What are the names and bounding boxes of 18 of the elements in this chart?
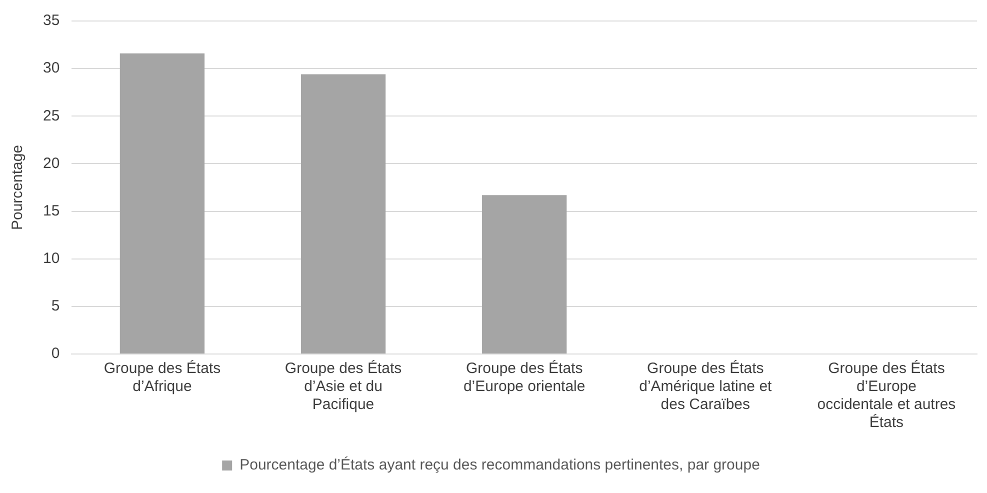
y-tick-label: 35: [42, 12, 60, 30]
y-tick-label: 0: [51, 345, 60, 362]
bar: [482, 195, 567, 354]
legend-label: Pourcentage d’États ayant reçu des recommandations pertinentes, par groupe: [240, 456, 760, 474]
y-axis-title: Pourcentage: [9, 144, 26, 230]
bar: [120, 53, 205, 354]
y-tick-label: 20: [42, 154, 60, 172]
x-tick-label: Groupe des États d’Europe orientale: [463, 359, 586, 396]
y-tick-label: 5: [51, 298, 60, 315]
x-tick-label: Groupe des États d’Europe occidentale et autres États: [817, 359, 956, 432]
y-tick-label: 30: [42, 60, 60, 77]
y-tick-label: 10: [42, 250, 60, 267]
y-tick-label: 25: [42, 107, 60, 124]
y-tick-label: 15: [42, 202, 60, 220]
x-tick-label: Groupe des États d’Asie et du Pacifique: [284, 359, 402, 414]
x-tick-label: Groupe des États d’Afrique: [104, 359, 221, 396]
bar: [300, 74, 386, 354]
x-tick-label: Groupe des États d’Amérique latine et des Caraïbes: [639, 359, 773, 414]
